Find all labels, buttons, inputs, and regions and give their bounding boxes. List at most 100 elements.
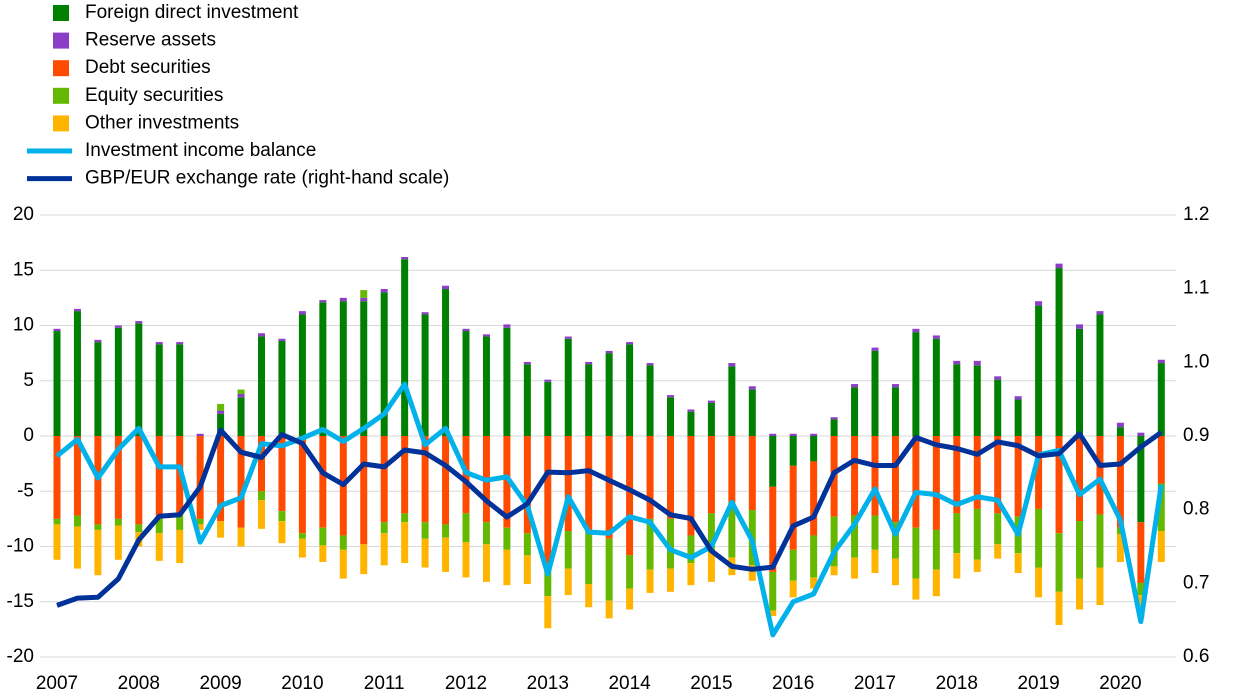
bar-segment	[217, 436, 225, 522]
bar-segment	[1157, 363, 1165, 436]
bar-segment	[1116, 427, 1124, 436]
bar-segment	[114, 518, 122, 526]
bar-segment	[482, 336, 490, 436]
bar-segment	[564, 568, 572, 596]
bar-segment	[830, 417, 838, 420]
bar-segment	[912, 436, 920, 528]
bar-segment	[912, 527, 920, 579]
bar-segment	[462, 513, 470, 543]
bar-segment	[728, 502, 736, 558]
bar-segment	[176, 342, 184, 345]
bar-segment	[1014, 553, 1022, 574]
x-tick-label: 2017	[854, 673, 896, 694]
bar-segment	[339, 297, 347, 302]
bar-segment	[789, 436, 797, 466]
bar-segment	[135, 436, 143, 525]
bar-segment	[544, 436, 552, 564]
bar-segment	[646, 518, 654, 570]
bar-segment	[891, 522, 899, 559]
bar-segment	[810, 461, 818, 536]
bar-segment	[1035, 436, 1043, 509]
bar-segment	[973, 365, 981, 436]
line-series	[56, 427, 1163, 608]
bar-segment	[748, 389, 756, 436]
bar-segment	[605, 436, 613, 539]
bar-segment	[237, 527, 245, 547]
bar-segment	[360, 301, 368, 436]
bar-segment	[155, 342, 163, 345]
bar-segment	[503, 549, 511, 586]
legend-label: Equity securities	[85, 85, 223, 106]
bar-segment	[953, 360, 961, 365]
bar-segment	[319, 300, 327, 303]
y-tick-label: 0	[23, 425, 34, 446]
bar-segment	[667, 518, 674, 569]
bar-segment	[585, 361, 593, 365]
bar-segment	[769, 486, 777, 572]
bar-segment	[94, 529, 102, 576]
bar-segment	[258, 333, 265, 337]
bar-segment	[1157, 436, 1165, 484]
bar-segment	[1116, 436, 1124, 528]
bar-segment	[155, 344, 163, 436]
bar-segment	[523, 364, 531, 436]
bar-segment	[462, 542, 470, 578]
bar-segment	[380, 436, 388, 523]
bar-segment	[1076, 578, 1083, 610]
bar-segment	[994, 436, 1002, 514]
bar-segment	[667, 395, 674, 398]
bar-segment	[1137, 436, 1145, 523]
y2-tick-label: 1.0	[1183, 351, 1209, 372]
bar-segment	[728, 366, 736, 436]
bar-segment	[114, 525, 122, 560]
bar-segment	[891, 384, 899, 388]
bar-segment	[891, 558, 899, 586]
bar-segment	[544, 596, 552, 629]
bar-segment	[646, 365, 654, 436]
x-tick-label: 2016	[772, 673, 814, 694]
y-tick-label: 5	[23, 370, 34, 391]
x-tick-label: 2018	[936, 673, 978, 694]
bar-segment	[421, 538, 429, 568]
bar-segment	[135, 321, 143, 324]
legend-label: Investment income balance	[85, 140, 316, 161]
bar-segment	[298, 314, 306, 436]
bar-segment	[196, 524, 204, 530]
bar-segment	[421, 312, 429, 315]
bar-segment	[585, 436, 593, 532]
x-tick-label: 2013	[527, 673, 569, 694]
bar-segment	[339, 301, 347, 436]
bar-segment	[442, 436, 450, 525]
bar-segment	[298, 538, 306, 558]
bar-segment	[707, 402, 715, 436]
bar-segment	[789, 580, 797, 598]
bar-segment	[503, 324, 511, 328]
bar-segment	[830, 516, 838, 567]
bar-segment	[462, 328, 470, 332]
y-tick-label: -15	[7, 591, 34, 612]
bar-segment	[1137, 522, 1145, 583]
bar-segment	[830, 419, 838, 436]
bar-segment	[1096, 311, 1104, 315]
bar-segment	[380, 292, 388, 436]
bar-segment	[278, 340, 286, 436]
bar-segment	[237, 436, 245, 528]
bar-segment	[217, 410, 225, 414]
bar-segment	[851, 557, 859, 579]
bar-segment	[871, 436, 879, 516]
bar-segment	[523, 361, 531, 365]
bar-segment	[1035, 567, 1043, 598]
bar-segment	[217, 521, 225, 538]
bar-segment	[891, 387, 899, 436]
bar-segment	[503, 327, 511, 436]
bar-segment	[605, 600, 613, 619]
bar-segment	[1055, 533, 1063, 592]
bar-segment	[687, 563, 695, 586]
bar-segment	[155, 436, 163, 519]
bar-segment	[871, 549, 879, 574]
x-tick-label: 2015	[690, 673, 732, 694]
bar-segment	[53, 328, 61, 332]
bar-segment	[73, 526, 81, 569]
bar-segment	[932, 569, 940, 597]
bar-segment	[319, 436, 327, 528]
